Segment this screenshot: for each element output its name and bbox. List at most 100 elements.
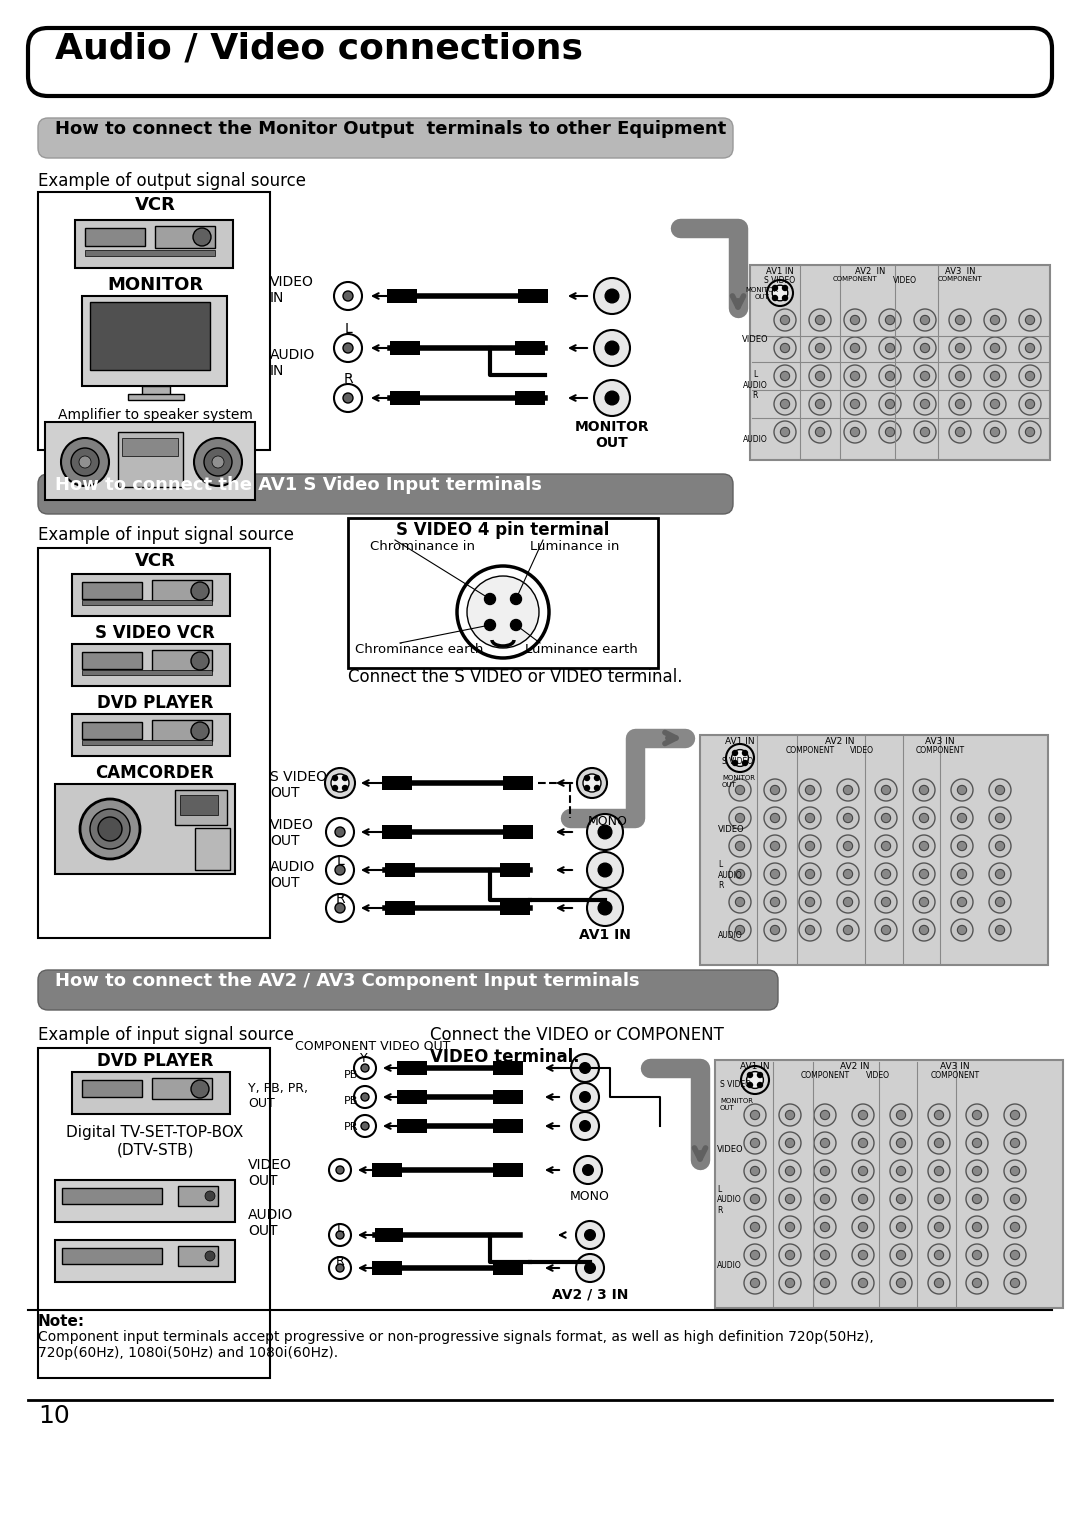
Text: Amplifier to speaker system: Amplifier to speaker system (57, 408, 253, 422)
Circle shape (1025, 344, 1035, 353)
Bar (390, 391, 420, 405)
Circle shape (934, 1195, 944, 1204)
Circle shape (584, 785, 590, 790)
Circle shape (957, 813, 967, 822)
Text: MONO: MONO (589, 814, 627, 828)
Text: Y: Y (360, 1051, 367, 1065)
Circle shape (60, 439, 109, 486)
Circle shape (972, 1166, 982, 1175)
Circle shape (996, 813, 1004, 822)
Circle shape (457, 565, 549, 659)
Circle shape (799, 807, 821, 830)
Circle shape (329, 1258, 351, 1279)
Circle shape (875, 891, 897, 914)
Text: AV2 IN: AV2 IN (825, 736, 854, 746)
Text: L: L (336, 854, 343, 868)
Bar (38, 1048, 270, 1378)
Circle shape (191, 1080, 210, 1099)
Circle shape (1011, 1111, 1020, 1120)
Circle shape (984, 338, 1005, 359)
Circle shape (859, 1250, 867, 1259)
Circle shape (815, 315, 825, 324)
Circle shape (744, 1271, 766, 1294)
Circle shape (799, 863, 821, 885)
Circle shape (928, 1187, 950, 1210)
Circle shape (191, 723, 210, 740)
Text: COMPONENT: COMPONENT (833, 277, 877, 283)
Bar (55, 1241, 235, 1282)
Circle shape (746, 1071, 764, 1088)
Circle shape (966, 1187, 988, 1210)
Circle shape (852, 1105, 874, 1126)
Circle shape (837, 834, 859, 857)
Text: AV2 IN: AV2 IN (840, 1062, 869, 1071)
Circle shape (919, 869, 929, 879)
Bar (750, 264, 1050, 460)
Circle shape (914, 309, 936, 332)
Text: Connect the S VIDEO or VIDEO terminal.: Connect the S VIDEO or VIDEO terminal. (348, 668, 683, 686)
Circle shape (772, 295, 778, 301)
Circle shape (859, 1279, 867, 1288)
Circle shape (843, 785, 852, 795)
Text: AUDIO
IN: AUDIO IN (270, 348, 315, 379)
Circle shape (1004, 1187, 1026, 1210)
Circle shape (580, 1120, 591, 1131)
Bar (700, 735, 1048, 966)
Text: AV3  IN: AV3 IN (945, 267, 975, 277)
Circle shape (781, 428, 789, 437)
Circle shape (779, 1271, 801, 1294)
Text: S VIDEO: S VIDEO (720, 1080, 751, 1089)
Circle shape (764, 891, 786, 914)
Circle shape (928, 1244, 950, 1267)
Circle shape (920, 315, 930, 324)
Circle shape (843, 365, 866, 387)
Circle shape (989, 834, 1011, 857)
Circle shape (914, 365, 936, 387)
Circle shape (571, 1112, 599, 1140)
Circle shape (726, 744, 754, 772)
Circle shape (919, 897, 929, 906)
Text: AV2 / 3 IN: AV2 / 3 IN (552, 1288, 629, 1302)
Circle shape (732, 750, 738, 755)
Circle shape (881, 926, 891, 935)
Text: MONITOR
OUT: MONITOR OUT (720, 1099, 753, 1111)
Circle shape (821, 1111, 829, 1120)
Circle shape (1020, 365, 1041, 387)
Bar (152, 581, 212, 601)
Circle shape (896, 1111, 906, 1120)
Circle shape (781, 399, 789, 408)
Text: AV2  IN: AV2 IN (854, 267, 886, 277)
Circle shape (1004, 1216, 1026, 1238)
Circle shape (772, 286, 787, 301)
Circle shape (583, 775, 600, 792)
Circle shape (875, 834, 897, 857)
Text: VIDEO: VIDEO (866, 1071, 890, 1080)
Circle shape (744, 1132, 766, 1154)
Text: L
AUDIO
R: L AUDIO R (718, 860, 743, 889)
Circle shape (336, 1264, 345, 1271)
Bar (387, 289, 417, 303)
Bar (180, 795, 218, 814)
Bar (82, 723, 141, 740)
Circle shape (330, 775, 349, 792)
Circle shape (966, 1132, 988, 1154)
Bar (45, 422, 255, 500)
Text: Example of input signal source: Example of input signal source (38, 526, 294, 544)
Text: AV1 IN: AV1 IN (725, 736, 755, 746)
Circle shape (770, 842, 780, 851)
Circle shape (837, 891, 859, 914)
Circle shape (571, 1054, 599, 1082)
Circle shape (343, 290, 353, 301)
Circle shape (735, 926, 744, 935)
Circle shape (949, 365, 971, 387)
Text: L: L (337, 1222, 343, 1235)
Text: AV1 IN: AV1 IN (766, 267, 794, 277)
Circle shape (949, 309, 971, 332)
Circle shape (843, 869, 852, 879)
Circle shape (735, 869, 744, 879)
Circle shape (735, 785, 744, 795)
Circle shape (193, 228, 211, 246)
Circle shape (336, 1232, 345, 1239)
Circle shape (594, 380, 630, 416)
Bar (397, 1118, 427, 1132)
